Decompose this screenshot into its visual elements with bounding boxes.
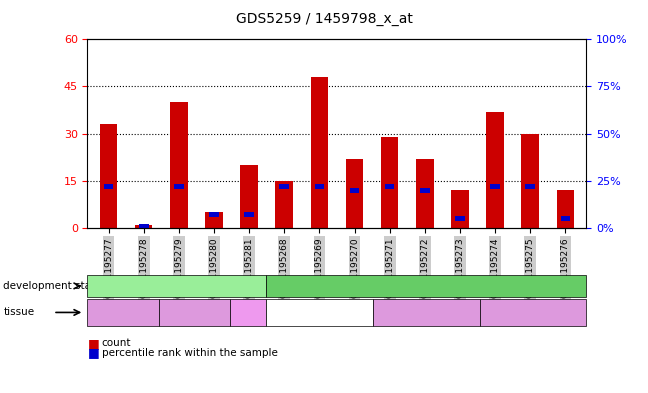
Bar bbox=[310, 77, 328, 228]
Text: adult: adult bbox=[413, 281, 439, 291]
Bar bbox=[205, 212, 223, 228]
Text: development stage: development stage bbox=[3, 281, 104, 291]
Bar bbox=[139, 224, 148, 228]
Bar bbox=[381, 137, 399, 228]
Text: GDS5259 / 1459798_x_at: GDS5259 / 1459798_x_at bbox=[236, 12, 412, 26]
Bar bbox=[275, 181, 293, 228]
Bar bbox=[314, 184, 324, 189]
Text: neocortex: neocortex bbox=[296, 308, 342, 317]
Bar bbox=[100, 124, 117, 228]
Bar bbox=[209, 212, 219, 217]
Bar bbox=[350, 188, 360, 193]
Bar bbox=[455, 216, 465, 221]
Bar bbox=[557, 190, 574, 228]
Bar bbox=[104, 184, 113, 189]
Bar bbox=[526, 184, 535, 189]
Bar bbox=[170, 102, 188, 228]
Text: striatum: striatum bbox=[407, 308, 445, 317]
Bar bbox=[416, 159, 434, 228]
Text: dorsal
forebrain: dorsal forebrain bbox=[102, 303, 144, 322]
Bar bbox=[451, 190, 469, 228]
Text: ventral
forebrain: ventral forebrain bbox=[174, 303, 215, 322]
Bar bbox=[561, 216, 570, 221]
Bar bbox=[420, 188, 430, 193]
Text: subventricular zone: subventricular zone bbox=[488, 308, 578, 317]
Bar bbox=[244, 212, 254, 217]
Text: embryonic day E14.5: embryonic day E14.5 bbox=[121, 281, 232, 291]
Bar bbox=[385, 184, 395, 189]
Text: tissue: tissue bbox=[3, 307, 34, 318]
Bar bbox=[135, 225, 152, 228]
Bar bbox=[279, 184, 289, 189]
Text: ■: ■ bbox=[87, 336, 99, 350]
Text: spinal
cord: spinal cord bbox=[235, 303, 261, 322]
Bar bbox=[240, 165, 258, 228]
Bar bbox=[346, 159, 364, 228]
Bar bbox=[491, 184, 500, 189]
Text: count: count bbox=[102, 338, 132, 348]
Bar bbox=[486, 112, 504, 228]
Text: ■: ■ bbox=[87, 346, 99, 359]
Bar bbox=[522, 134, 539, 228]
Text: percentile rank within the sample: percentile rank within the sample bbox=[102, 347, 277, 358]
Bar bbox=[174, 184, 183, 189]
